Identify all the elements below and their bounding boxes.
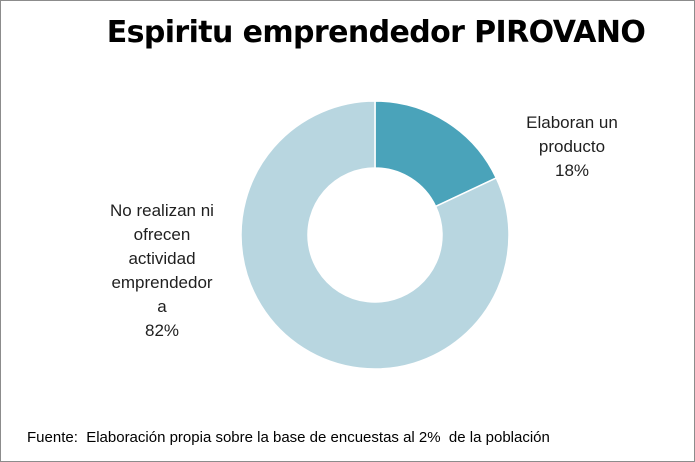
- source-note: Fuente: Elaboración propia sobre la base…: [27, 429, 550, 446]
- slice-label-no-activity: No realizan ni ofrecen actividad emprend…: [91, 199, 233, 343]
- slice-label-no-activity-value: 82%: [144, 321, 180, 340]
- doughnut-slice-1: [240, 100, 510, 370]
- slice-label-product: Elaboran un producto 18%: [507, 111, 637, 183]
- slice-label-no-activity-name: No realizan ni ofrecen actividad emprend…: [110, 201, 214, 316]
- chart-title: Espiritu emprendedor PIROVANO: [106, 15, 646, 50]
- slice-label-product-name: Elaboran un producto: [526, 113, 618, 156]
- slices-group: [240, 100, 510, 370]
- slice-label-product-value: 18%: [554, 161, 590, 180]
